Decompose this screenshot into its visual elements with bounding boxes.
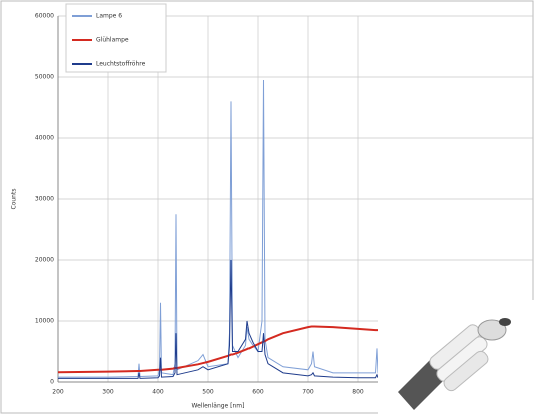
x-tick-label: 400 bbox=[152, 389, 164, 396]
y-tick-label: 40000 bbox=[35, 135, 54, 142]
x-tick-label: 800 bbox=[352, 389, 364, 396]
y-tick-label: 50000 bbox=[35, 74, 54, 81]
lamp-image bbox=[378, 300, 534, 414]
y-tick-label: 30000 bbox=[35, 196, 54, 203]
series-line bbox=[58, 80, 379, 378]
x-axis-label: Wellenlänge [nm] bbox=[192, 403, 245, 410]
legend-label: Leuchtstoffröhre bbox=[96, 61, 146, 68]
series-line bbox=[58, 259, 379, 379]
y-axis-label: Counts bbox=[11, 189, 18, 210]
x-tick-label: 200 bbox=[52, 389, 64, 396]
legend-label: Glühlampe bbox=[96, 37, 129, 44]
x-tick-label: 500 bbox=[202, 389, 214, 396]
y-tick-label: 60000 bbox=[35, 13, 54, 20]
x-tick-label: 300 bbox=[102, 389, 114, 396]
y-tick-label: 0 bbox=[50, 379, 54, 386]
legend-label: Lampe 6 bbox=[96, 13, 122, 20]
y-tick-label: 10000 bbox=[35, 318, 54, 325]
x-tick-label: 600 bbox=[252, 389, 264, 396]
x-tick-label: 700 bbox=[302, 389, 314, 396]
y-tick-label: 20000 bbox=[35, 257, 54, 264]
